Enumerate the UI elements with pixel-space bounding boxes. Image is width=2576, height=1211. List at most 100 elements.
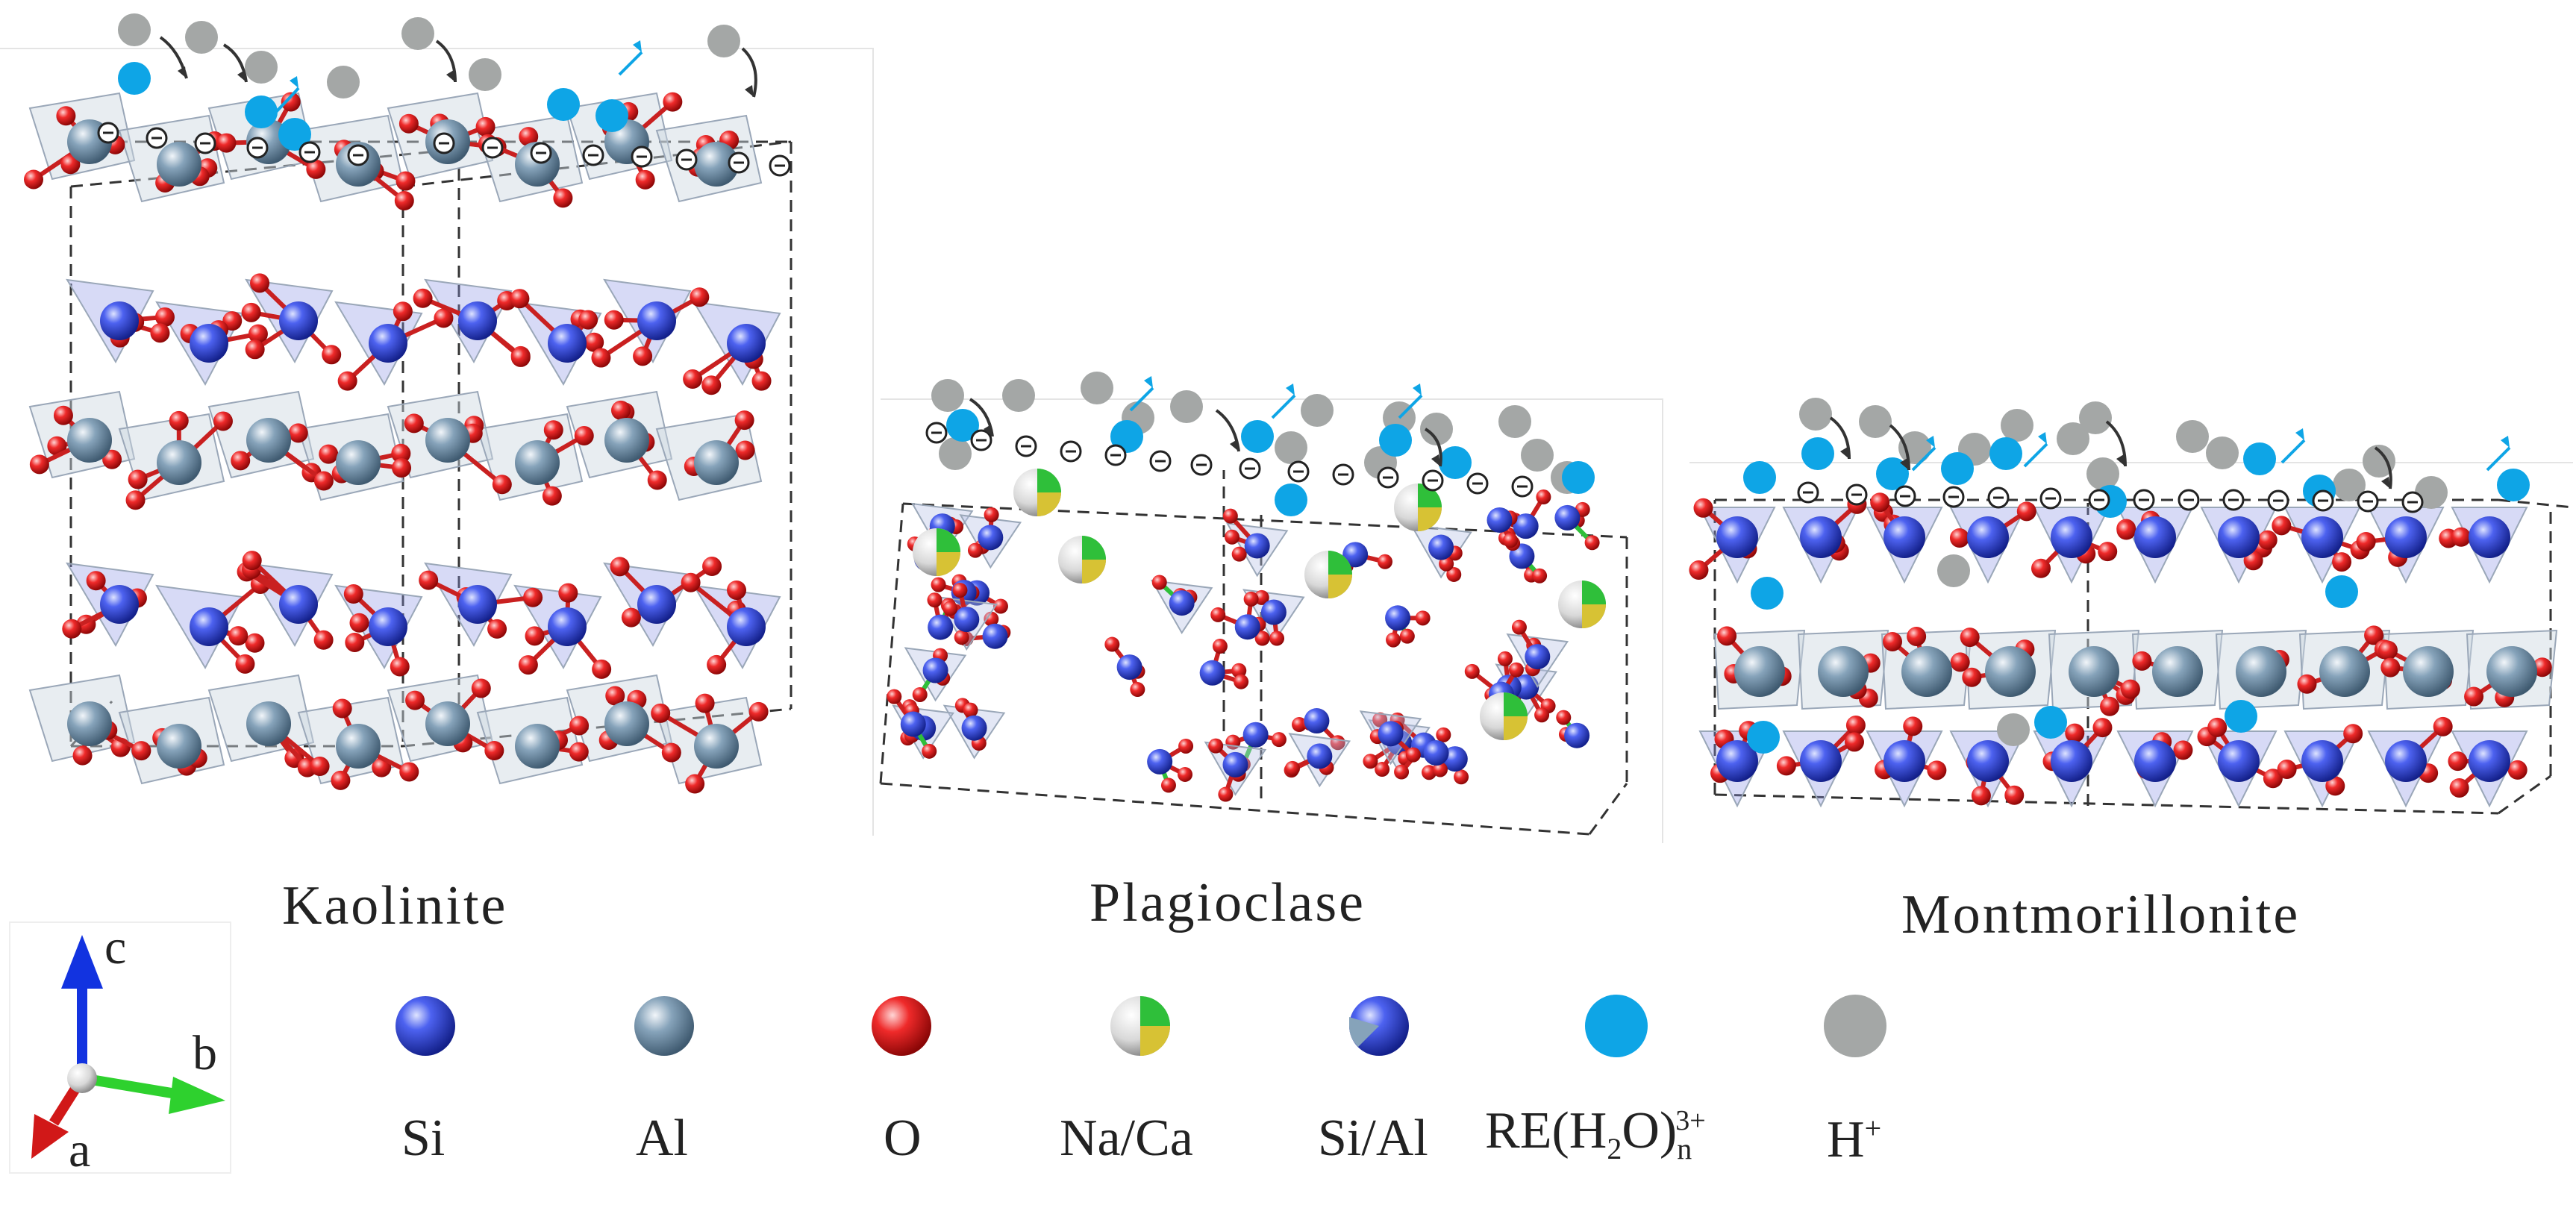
o-atom — [734, 410, 754, 431]
o-atom — [248, 324, 268, 344]
o-atom — [542, 486, 562, 506]
o-atom — [306, 159, 326, 179]
o-atom — [1464, 663, 1480, 679]
o-atom — [24, 169, 44, 190]
si-atom — [922, 657, 948, 683]
si-atom — [1199, 660, 1225, 686]
si-atom — [2469, 516, 2510, 558]
si-atom — [2134, 740, 2176, 782]
al-atom — [2486, 646, 2537, 697]
al-atom — [1985, 646, 2036, 697]
si-atom — [2218, 740, 2260, 782]
o-atom — [558, 583, 578, 603]
o-atom — [242, 551, 262, 571]
si-atom — [2301, 740, 2343, 782]
si-atom — [1554, 504, 1581, 531]
o-atom — [1950, 652, 1970, 672]
o-atom — [963, 702, 978, 718]
si-atom — [2469, 740, 2510, 782]
h-ion — [1859, 405, 1892, 438]
sial-legend-label: Si/Al — [1318, 1110, 1428, 1167]
o-atom — [213, 411, 233, 431]
si-atom — [1260, 599, 1287, 625]
o-atom — [1960, 628, 1980, 648]
o-atom — [510, 289, 530, 309]
re-ion — [2034, 706, 2067, 739]
si-atom — [2134, 516, 2176, 558]
o-atom — [569, 742, 589, 762]
al-atom — [2069, 646, 2119, 697]
si-atom — [900, 711, 926, 737]
re-ion — [2497, 469, 2530, 501]
si-atom — [458, 585, 497, 624]
h-ion — [1002, 379, 1035, 412]
al-atom — [67, 418, 112, 463]
o-atom — [393, 301, 413, 322]
o-atom — [390, 657, 410, 677]
o-atom — [984, 611, 999, 627]
o-atom — [319, 444, 339, 464]
naca-legend-icon — [1110, 996, 1170, 1056]
re-ion — [1743, 461, 1776, 494]
exchange-arrow — [275, 87, 300, 113]
o-atom — [56, 106, 76, 126]
h-ion — [2176, 420, 2209, 453]
si-atom — [2385, 516, 2427, 558]
h-legend-label: H+ — [1827, 1111, 1882, 1168]
o-atom — [1218, 786, 1234, 802]
si-atom — [2218, 516, 2260, 558]
o-atom — [2378, 640, 2398, 660]
si-atom — [1564, 722, 1590, 748]
re-ion — [1801, 437, 1834, 470]
al-atom — [1901, 646, 1952, 697]
o-atom — [661, 742, 681, 763]
al-atom — [246, 418, 291, 463]
si-atom — [190, 607, 228, 646]
exchange-arrow — [2105, 420, 2127, 467]
h-ion — [118, 13, 151, 46]
o-atom — [29, 454, 49, 475]
a-axis-arrow — [31, 1114, 69, 1159]
h-ion — [327, 66, 360, 98]
o-atom — [2272, 516, 2292, 536]
si-atom — [369, 324, 407, 363]
o-atom — [245, 339, 265, 360]
o-atom — [1212, 639, 1228, 654]
axis-triad: c b a — [9, 921, 231, 1175]
si-atom — [1525, 644, 1551, 670]
al-atom — [2319, 646, 2370, 697]
si-atom — [1967, 516, 2009, 558]
re-ion — [2243, 442, 2276, 475]
si-atom — [1304, 708, 1330, 734]
o-atom — [487, 619, 507, 639]
al-atom — [246, 701, 291, 746]
o-atom — [349, 613, 369, 633]
montmorillonite-label: Montmorillonite — [1901, 884, 2301, 945]
o-atom — [72, 745, 93, 766]
o-atom — [2449, 777, 2469, 798]
si-atom — [961, 715, 987, 741]
re-ion — [278, 118, 311, 151]
o-atom — [954, 630, 969, 645]
o-atom — [1178, 738, 1194, 754]
o-atom — [392, 458, 412, 478]
h-ion — [1420, 413, 1453, 445]
si-atom — [2385, 740, 2427, 782]
o-atom — [1962, 667, 1982, 687]
o-atom — [2297, 674, 2317, 694]
re-ion — [1379, 424, 1412, 457]
o-atom — [1405, 747, 1421, 763]
o-atom — [1394, 764, 1410, 780]
kaolinite-structure — [0, 13, 874, 836]
o-atom — [2433, 716, 2453, 736]
b-axis-arrow — [169, 1077, 225, 1114]
si-atom — [1883, 516, 1925, 558]
o-atom — [281, 92, 301, 112]
o-atom — [2448, 751, 2468, 772]
o-atom — [337, 371, 357, 391]
re-ion — [1747, 721, 1780, 754]
o-atom — [1399, 628, 1415, 644]
o-atom — [1883, 631, 1903, 651]
o-atom — [1386, 632, 1401, 648]
si-atom — [1242, 722, 1269, 748]
